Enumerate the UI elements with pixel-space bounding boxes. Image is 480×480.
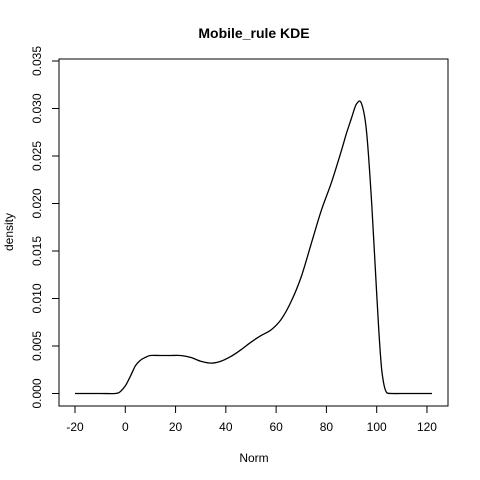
y-tick-label: 0.035 <box>30 46 44 76</box>
x-tick-label: 100 <box>367 420 387 434</box>
x-axis-title: Norm <box>239 451 268 465</box>
x-tick-label: 40 <box>219 420 233 434</box>
x-tick-label: 80 <box>320 420 334 434</box>
y-tick-label: 0.020 <box>30 188 44 218</box>
plot-frame <box>58 58 449 407</box>
y-axis: 0.000 0.005 0.010 0.015 0.020 0.025 0.030 0.035 <box>30 46 60 409</box>
y-tick-label: 0.015 <box>30 236 44 266</box>
x-tick-label: 20 <box>169 420 183 434</box>
density-curve <box>75 100 432 395</box>
x-tick-label: 0 <box>122 420 129 434</box>
x-axis: -20 0 20 40 60 80 100 120 <box>66 405 437 434</box>
y-tick-label: 0.005 <box>30 331 44 361</box>
y-tick-label: 0.010 <box>30 283 44 313</box>
x-tick-label: 60 <box>269 420 283 434</box>
y-tick-label: 0.030 <box>30 93 44 123</box>
x-tick-label: 120 <box>417 420 437 434</box>
y-tick-label: 0.000 <box>30 378 44 408</box>
y-axis-title: density <box>2 213 16 251</box>
chart-title: Mobile_rule KDE <box>198 25 309 41</box>
y-tick-label: 0.025 <box>30 141 44 171</box>
x-tick-label: -20 <box>66 420 84 434</box>
